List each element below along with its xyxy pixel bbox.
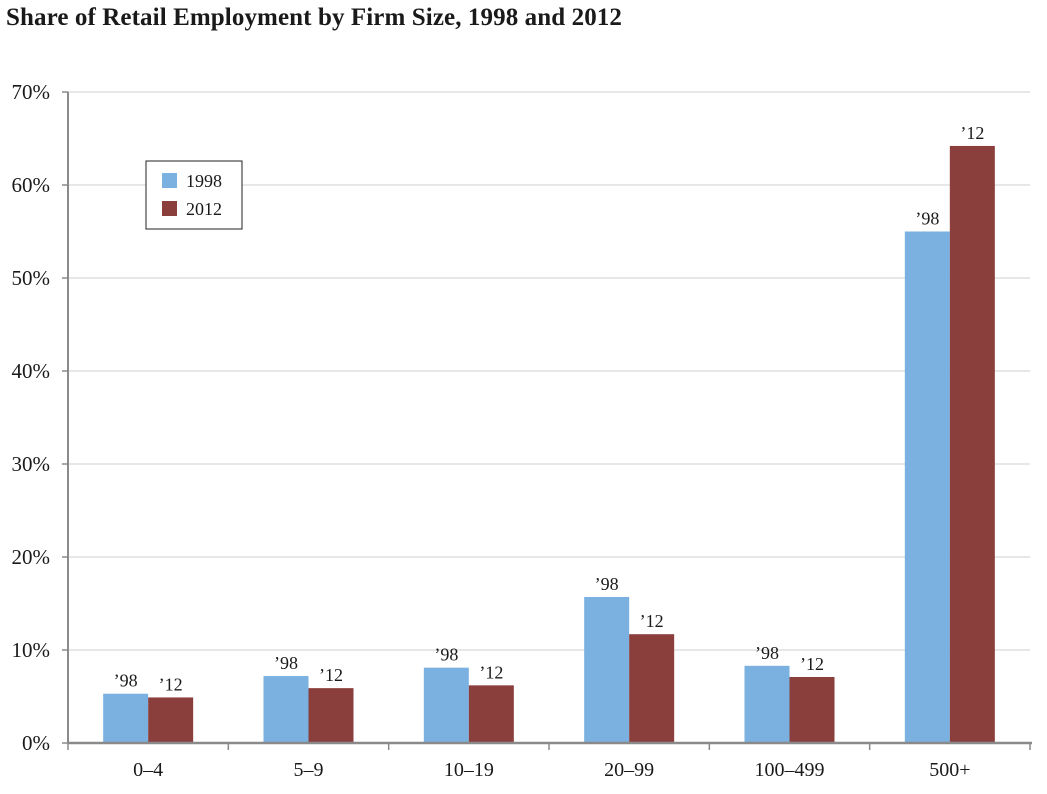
x-tick-label: 10–19 [444,759,494,781]
bar-2012-2 [468,685,514,743]
y-tick-label: 20% [12,545,51,569]
bars [103,145,995,743]
bar-2012-4 [789,676,835,743]
y-axis-tick-labels: 0% 10% 20% 30% 40% 50% 60% 70% [12,80,51,755]
data-label-1998-2: ’98 [434,645,458,665]
bar-2012-5 [949,145,995,743]
bar-1998-5 [904,231,950,743]
bar-1998-0 [103,693,149,743]
x-tick-label: 5–9 [294,759,324,781]
x-tick-label: 100–499 [755,759,825,781]
legend-label-1998: 1998 [186,171,222,191]
legend-swatch-2012 [162,201,177,216]
x-tick-label: 20–99 [604,759,654,781]
bar-1998-1 [263,676,309,743]
chart-title: Share of Retail Employment by Firm Size,… [6,4,623,31]
y-tick-label: 40% [12,359,51,383]
bar-2012-0 [148,697,194,743]
legend-swatch-1998 [162,173,177,188]
data-label-2012-5: ’12 [960,123,984,143]
gridlines [68,91,1030,651]
data-label-1998-1: ’98 [274,653,298,673]
data-label-1998-4: ’98 [755,643,779,663]
data-label-2012-2: ’12 [479,662,503,682]
bar-2012-1 [308,688,354,743]
data-label-1998-5: ’98 [915,209,939,229]
legend-box [145,160,243,230]
data-label-2012-0: ’12 [159,674,183,694]
y-tick-label: 60% [12,173,51,197]
y-tick-label: 0% [22,731,50,755]
data-label-1998-0: ’98 [114,671,138,691]
x-tick-label: 500+ [929,759,970,781]
y-tick-label: 30% [12,452,51,476]
x-tick-label: 0–4 [133,759,163,781]
bar-1998-2 [423,667,469,743]
legend: 1998 2012 [145,160,243,230]
x-axis-tick-labels: 0–4 5–9 10–19 20–99 100–499 500+ [133,759,970,781]
data-label-2012-4: ’12 [800,654,824,674]
y-tick-label: 50% [12,266,51,290]
bar-1998-4 [744,665,790,743]
legend-label-2012: 2012 [186,199,222,219]
data-label-1998-3: ’98 [595,574,619,594]
data-labels: ’98 ’12 ’98 ’12 ’98 ’12 ’98 ’12 ’98 ’12 ’98 ’12 [114,123,985,694]
data-label-2012-3: ’12 [640,611,664,631]
axes [62,91,1032,750]
y-tick-label: 70% [12,80,51,104]
bar-1998-3 [584,596,630,743]
y-tick-label: 10% [12,638,51,662]
data-label-2012-1: ’12 [319,665,343,685]
bar-2012-3 [629,634,675,743]
